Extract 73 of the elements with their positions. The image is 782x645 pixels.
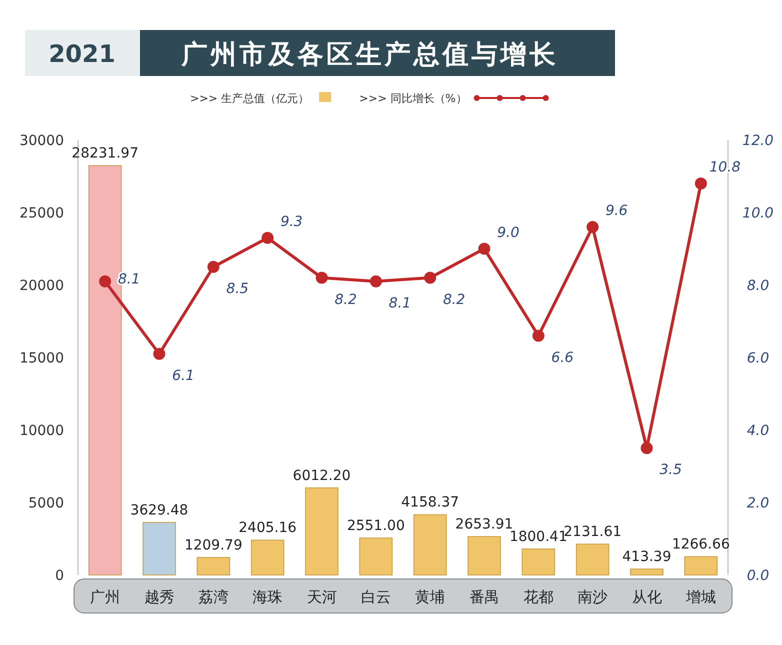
data-label: 8.1 bbox=[388, 295, 412, 312]
point bbox=[640, 442, 653, 454]
bar bbox=[250, 540, 284, 576]
data-label: 9.3 bbox=[280, 214, 303, 230]
bar bbox=[359, 538, 393, 576]
data-label: 3.5 bbox=[660, 462, 682, 478]
y2-tick-label: 2.0 bbox=[746, 496, 770, 512]
point bbox=[370, 275, 382, 288]
x-tick-label: 白云 bbox=[360, 588, 391, 606]
y2-tick-label: 10.0 bbox=[742, 206, 774, 222]
data-label: 8.2 bbox=[334, 292, 357, 308]
legend-label: >>> 同比增长（%） bbox=[359, 92, 467, 105]
point bbox=[316, 272, 328, 284]
x-tick-label: 海珠 bbox=[252, 588, 283, 606]
y-tick-label: 20000 bbox=[19, 278, 64, 294]
data-label: 2551.00 bbox=[346, 518, 405, 534]
y2-tick-label: 0.0 bbox=[746, 568, 770, 584]
point bbox=[99, 275, 112, 288]
data-label: 413.39 bbox=[622, 549, 672, 566]
point bbox=[153, 348, 166, 360]
x-tick-label: 番禺 bbox=[469, 588, 500, 606]
x-tick-label: 增城 bbox=[684, 588, 716, 606]
y-tick-label: 30000 bbox=[19, 133, 64, 149]
x-tick-label: 南沙 bbox=[578, 588, 608, 606]
y2-tick-label: 8.0 bbox=[746, 278, 770, 294]
data-label: 8.5 bbox=[226, 280, 249, 297]
y2-tick-label: 4.0 bbox=[746, 423, 770, 439]
bar bbox=[630, 568, 664, 576]
data-label: 6012.20 bbox=[292, 468, 351, 484]
y-tick-label: 25000 bbox=[19, 206, 64, 222]
bar bbox=[305, 487, 338, 576]
x-tick-label: 天河 bbox=[306, 588, 337, 606]
x-tick-label: 广州 bbox=[90, 588, 120, 606]
x-tick-label: 黄埔 bbox=[415, 588, 446, 606]
data-label: 9.6 bbox=[605, 203, 628, 219]
point bbox=[262, 232, 274, 244]
data-label: 6.1 bbox=[172, 368, 194, 384]
point bbox=[532, 330, 544, 342]
y-tick-label: 15000 bbox=[19, 350, 64, 366]
x-tick-label: 从化 bbox=[632, 588, 662, 606]
point bbox=[478, 242, 490, 255]
data-label: 9.0 bbox=[497, 224, 520, 241]
bar bbox=[684, 556, 718, 576]
chart-subtitle: 2021 bbox=[48, 40, 116, 68]
y2-tick-label: 6.0 bbox=[746, 350, 770, 366]
chart-title: 广州市及各区生产总值与增长 bbox=[180, 40, 558, 70]
y2-tick-label: 12.0 bbox=[742, 133, 774, 149]
x-tick-label: 越秀 bbox=[144, 588, 174, 606]
bar bbox=[413, 514, 447, 576]
data-label: 8.2 bbox=[442, 292, 466, 308]
x-tick-label: 荔湾 bbox=[198, 588, 228, 606]
data-label: 1209.79 bbox=[184, 537, 242, 554]
point bbox=[694, 178, 707, 190]
point bbox=[586, 221, 599, 233]
y-tick-label: 0 bbox=[55, 568, 64, 584]
y-tick-label: 5000 bbox=[28, 496, 64, 512]
bar bbox=[576, 544, 610, 576]
legend-label: >>> 生产总值（亿元） bbox=[190, 92, 310, 105]
point bbox=[424, 272, 436, 284]
bar bbox=[142, 522, 176, 576]
data-label: 4158.37 bbox=[401, 494, 460, 511]
bar bbox=[468, 536, 501, 576]
data-label: 1266.66 bbox=[672, 536, 730, 553]
data-label: 6.6 bbox=[551, 350, 574, 366]
data-label: 10.8 bbox=[709, 160, 741, 176]
y-tick-label: 10000 bbox=[19, 423, 64, 439]
bar bbox=[522, 548, 556, 576]
data-label: 3629.48 bbox=[130, 502, 188, 518]
x-tick-label: 花都 bbox=[523, 588, 554, 606]
point bbox=[207, 260, 220, 273]
bar bbox=[196, 557, 230, 576]
data-label: 2405.16 bbox=[238, 520, 297, 536]
data-label: 28231.97 bbox=[72, 146, 138, 162]
